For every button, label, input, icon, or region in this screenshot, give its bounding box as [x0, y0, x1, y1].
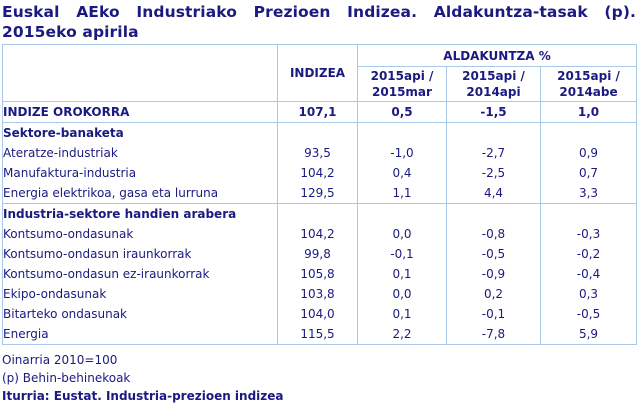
header-col-2: 2015api /2014api	[446, 66, 541, 102]
price-index-table: INDIZEA ALDAKUNTZA % 2015api /2015mar 20…	[2, 44, 638, 345]
row-label: Kontsumo-ondasunak	[2, 224, 278, 244]
cell-v2: -0,8	[446, 224, 541, 244]
cell-index: 93,5	[277, 143, 358, 163]
cell-v3: -0,3	[539, 224, 638, 244]
cell-index: 99,8	[277, 244, 358, 264]
cell-v1: 2,2	[357, 324, 447, 345]
header-row-2: 2015api /2015mar 2015api /2014api 2015ap…	[3, 66, 638, 102]
table-row: Energia 115,5 2,2 -7,8 5,9	[2, 324, 638, 345]
cell-index: 103,8	[277, 284, 358, 304]
cell-v1: 0,0	[357, 284, 447, 304]
cell-v2: -0,1	[446, 304, 541, 324]
title-line-1: Euskal AEko Industriako Prezioen Indizea…	[2, 3, 636, 21]
row-label: Energia elektrikoa, gasa eta lurruna	[2, 183, 278, 204]
cell-v2: -1,5	[446, 101, 541, 123]
cell-v1: 0,4	[357, 163, 447, 183]
cell-index: 115,5	[277, 324, 358, 345]
row-label: Ateratze-industriak	[2, 143, 278, 163]
cell-v2: -0,9	[446, 264, 541, 284]
table-row: Kontsumo-ondasun ez-iraunkorrak 105,8 0,…	[2, 264, 638, 284]
row-label: INDIZE OROKORRA	[2, 101, 278, 123]
cell-v1: -0,1	[357, 244, 447, 264]
section-title: Industria-sektore handien arabera	[2, 203, 278, 224]
row-label: Energia	[2, 324, 278, 345]
header-col-3: 2015api /2014abe	[539, 66, 638, 102]
cell-index: 129,5	[277, 183, 358, 204]
table-row: Kontsumo-ondasunak 104,2 0,0 -0,8 -0,3	[2, 224, 638, 244]
row-label: Bitarteko ondasunak	[2, 304, 278, 324]
cell-v2: -2,5	[446, 163, 541, 183]
footnote-base: Oinarria 2010=100	[2, 353, 118, 367]
footnote-provisional: (p) Behin-behinekoak	[2, 371, 131, 385]
row-label: Kontsumo-ondasun iraunkorrak	[2, 244, 278, 264]
row-label: Kontsumo-ondasun ez-iraunkorrak	[2, 264, 278, 284]
cell-v3: 0,3	[539, 284, 638, 304]
cell-v2: -2,7	[446, 143, 541, 163]
row-label: Manufaktura-industria	[2, 163, 278, 183]
cell-v1: 0,5	[357, 101, 447, 123]
cell-v1: 0,1	[357, 264, 447, 284]
cell-v1: 0,0	[357, 224, 447, 244]
header-row-1: INDIZEA ALDAKUNTZA %	[2, 44, 638, 102]
title-line-2: 2015eko apirila	[2, 23, 139, 41]
table-row: Kontsumo-ondasun iraunkorrak 99,8 -0,1 -…	[2, 244, 638, 264]
table-row-total: INDIZE OROKORRA 107,1 0,5 -1,5 1,0	[2, 101, 638, 123]
cell-v3: -0,4	[539, 264, 638, 284]
cell-v3: 1,0	[539, 101, 638, 123]
cell-index: 107,1	[277, 101, 358, 123]
cell-v2: -0,5	[446, 244, 541, 264]
cell-v3: 3,3	[539, 183, 638, 204]
cell-v1: 1,1	[357, 183, 447, 204]
table-row: Ateratze-industriak 93,5 -1,0 -2,7 0,9	[2, 143, 638, 163]
cell-v2: -7,8	[446, 324, 541, 345]
table-row: Bitarteko ondasunak 104,0 0,1 -0,1 -0,5	[2, 304, 638, 324]
cell-v2: 0,2	[446, 284, 541, 304]
cell-index: 104,0	[277, 304, 358, 324]
table-row: Energia elektrikoa, gasa eta lurruna 129…	[2, 183, 638, 204]
row-label: Ekipo-ondasunak	[2, 284, 278, 304]
cell-index: 104,2	[277, 224, 358, 244]
cell-v3: 5,9	[539, 324, 638, 345]
cell-index: 104,2	[277, 163, 358, 183]
section-header-row: Sektore-banaketa	[2, 122, 638, 143]
cell-v1: 0,1	[357, 304, 447, 324]
table-row: Ekipo-ondasunak 103,8 0,0 0,2 0,3	[2, 284, 638, 304]
section-header-row: Industria-sektore handien arabera	[2, 203, 638, 224]
header-indizea: INDIZEA	[277, 44, 358, 102]
header-col-1: 2015api /2015mar	[357, 66, 447, 102]
cell-v3: -0,5	[539, 304, 638, 324]
cell-v3: 0,7	[539, 163, 638, 183]
footnote-source: Iturria: Eustat. Industria-prezioen indi…	[2, 389, 284, 403]
cell-v3: 0,9	[539, 143, 638, 163]
cell-index: 105,8	[277, 264, 358, 284]
cell-v3: -0,2	[539, 244, 638, 264]
header-blank	[2, 44, 278, 102]
section-title: Sektore-banaketa	[2, 122, 278, 143]
cell-v2: 4,4	[446, 183, 541, 204]
page-title: Euskal AEko Industriako Prezioen Indizea…	[2, 2, 636, 42]
cell-v1: -1,0	[357, 143, 447, 163]
header-aldakuntza: ALDAKUNTZA %	[356, 44, 638, 67]
table-row: Manufaktura-industria 104,2 0,4 -2,5 0,7	[2, 163, 638, 183]
